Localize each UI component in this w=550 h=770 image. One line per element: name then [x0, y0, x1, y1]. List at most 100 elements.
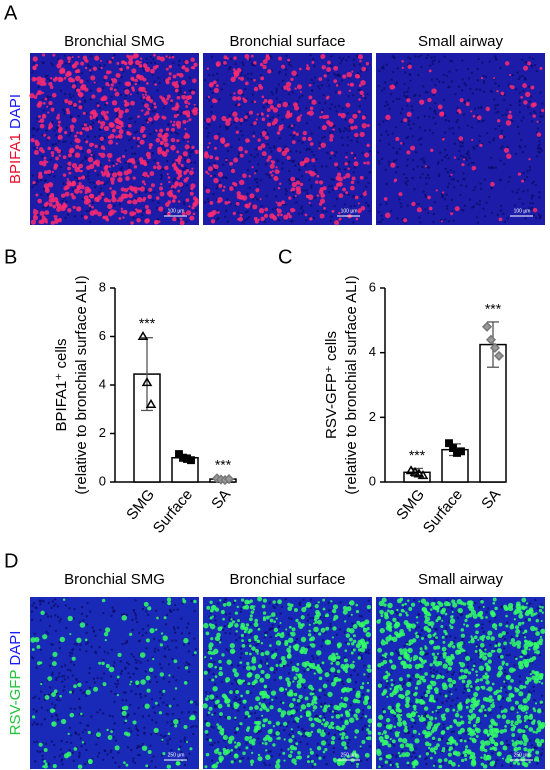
nucleus	[273, 606, 276, 610]
stain-spot	[235, 689, 240, 694]
nucleus	[82, 619, 85, 622]
nucleus	[210, 111, 213, 114]
stain-spot	[110, 83, 114, 87]
stain-spot	[144, 703, 150, 709]
nucleus	[265, 172, 268, 176]
stain-spot	[308, 83, 312, 87]
nucleus	[333, 204, 336, 208]
stain-spot	[60, 205, 66, 212]
stain-spot	[103, 75, 108, 80]
nucleus	[80, 72, 84, 75]
nucleus	[65, 626, 68, 630]
nucleus	[330, 103, 333, 106]
stain-spot	[300, 704, 307, 710]
stain-spot	[359, 175, 364, 180]
nucleus	[154, 675, 157, 679]
nucleus	[441, 762, 445, 765]
stain-spot	[235, 201, 240, 206]
stain-spot	[343, 658, 348, 663]
nucleus	[140, 97, 143, 100]
nucleus	[92, 630, 96, 633]
nucleus	[259, 729, 262, 733]
nucleus	[472, 188, 475, 192]
stain-spot	[77, 764, 83, 770]
nucleus	[513, 204, 517, 207]
nucleus	[30, 618, 34, 621]
stain-spot	[230, 760, 234, 764]
stain-spot	[293, 607, 298, 612]
nucleus	[151, 110, 154, 113]
nucleus	[292, 196, 296, 199]
nucleus	[85, 748, 88, 752]
nucleus	[281, 161, 284, 165]
stain-spot	[207, 95, 210, 99]
stain-spot	[94, 55, 100, 61]
stain-spot	[338, 678, 342, 682]
nucleus	[208, 162, 211, 165]
stain-spot	[209, 608, 214, 613]
stain-spot	[267, 155, 272, 160]
nucleus	[426, 173, 430, 177]
nucleus	[240, 652, 243, 655]
nucleus	[31, 185, 34, 189]
nucleus	[125, 126, 128, 130]
nucleus	[310, 78, 314, 82]
nucleus	[344, 641, 348, 644]
nucleus	[472, 205, 476, 208]
nucleus	[175, 679, 178, 682]
stain-spot	[295, 755, 300, 760]
nucleus	[322, 689, 325, 692]
stain-spot	[107, 84, 110, 87]
nucleus	[513, 664, 516, 667]
stain-spot	[45, 220, 49, 224]
stain-spot	[223, 55, 228, 60]
stain-spot	[160, 632, 164, 635]
stain-spot	[215, 84, 219, 88]
stain-spot	[173, 120, 176, 124]
stain-spot	[137, 115, 140, 118]
stain-spot	[342, 74, 347, 79]
stain-spot	[349, 185, 355, 191]
stain-spot	[74, 166, 80, 173]
nucleus	[51, 120, 54, 124]
nucleus	[101, 116, 104, 120]
stain-spot	[52, 53, 56, 57]
stain-spot	[287, 637, 294, 643]
stain-spot	[67, 732, 70, 736]
stain-spot	[54, 146, 59, 152]
stain-spot	[43, 133, 47, 137]
stain-spot	[144, 90, 147, 94]
nucleus	[351, 711, 354, 714]
image-title: Bronchial SMG	[64, 571, 165, 588]
nucleus	[318, 126, 321, 129]
nucleus	[192, 653, 195, 657]
stain-spot	[142, 133, 147, 138]
stain-spot	[496, 90, 499, 93]
nucleus	[327, 72, 330, 75]
stain-spot	[237, 76, 241, 80]
nucleus	[378, 69, 381, 73]
stain-spot	[239, 661, 242, 664]
nucleus	[234, 678, 237, 681]
nucleus	[290, 715, 293, 718]
stain-spot	[36, 644, 41, 649]
stain-spot	[255, 696, 261, 702]
stain-spot	[70, 78, 75, 83]
nucleus	[240, 73, 243, 76]
nucleus	[315, 157, 318, 161]
nucleus	[517, 77, 520, 81]
nucleus	[468, 198, 472, 201]
stain-spot	[277, 56, 283, 61]
nucleus	[47, 693, 51, 696]
stain-spot	[312, 695, 318, 700]
nucleus	[504, 113, 507, 116]
nucleus	[281, 167, 284, 170]
nucleus	[125, 613, 129, 617]
nucleus	[280, 748, 283, 752]
stain-spot	[219, 760, 222, 764]
stain-spot	[343, 620, 347, 623]
nucleus	[230, 57, 233, 61]
nucleus	[511, 73, 515, 77]
nucleus	[482, 79, 485, 83]
stain-spot	[165, 149, 170, 153]
